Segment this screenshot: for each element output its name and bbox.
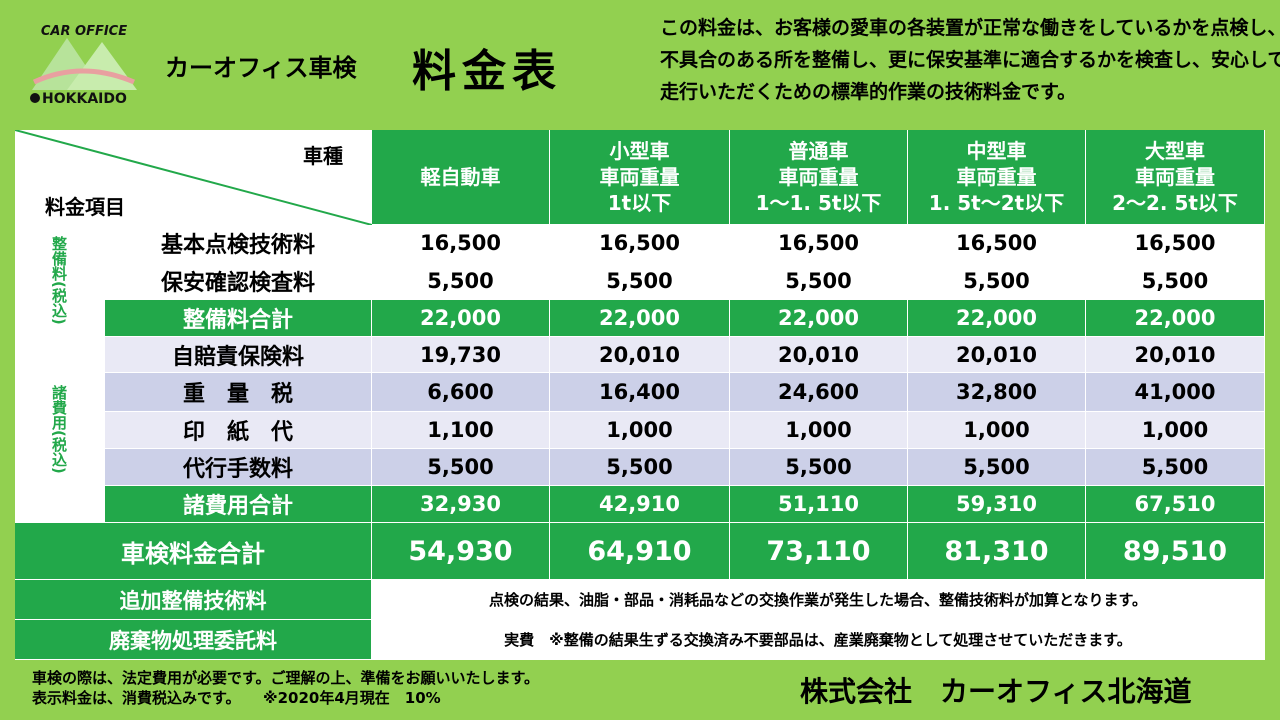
price: 1,000: [908, 412, 1086, 449]
price: 16,500: [550, 225, 730, 262]
total-price: 22,000: [730, 300, 908, 337]
column-header-line: 1～1. 5t以下: [755, 191, 882, 215]
total-price: 22,000: [1086, 300, 1265, 337]
column-header: 軽自動車: [372, 130, 550, 225]
description: この料金は、お客様の愛車の各装置が正常な働きをしているかを点検し、 不具合のある…: [660, 12, 1280, 108]
price: 16,500: [908, 225, 1086, 262]
row-label: 自賠責保険料: [105, 337, 372, 373]
description-line: この料金は、お客様の愛車の各装置が正常な働きをしているかを点検し、: [660, 17, 1280, 39]
column-header-line: 1t以下: [607, 191, 672, 215]
total-price: 67,510: [1086, 486, 1265, 523]
note-label: 廃棄物処理委託料: [15, 620, 372, 660]
footer-note: 車検の際は、法定費用が必要です。ご理解の上、準備をお願いいたします。: [32, 669, 540, 687]
column-header: 小型車 車両重量 1t以下: [550, 130, 730, 225]
row-label: 基本点検技術料: [105, 225, 372, 262]
grand-total-price: 54,930: [372, 523, 550, 580]
footer-notes: 車検の際は、法定費用が必要です。ご理解の上、準備をお願いいたします。 表示料金は…: [32, 668, 539, 708]
column-header-line: 車両重量: [956, 165, 1037, 189]
price: 1,000: [730, 412, 908, 449]
price: 20,010: [550, 337, 730, 373]
note-text: 実費 ※整備の結果生ずる交換済み不要部品は、産業廃棄物として処理させていただきま…: [372, 620, 1265, 660]
column-header-line: 大型車: [1145, 139, 1205, 163]
grand-total-price: 89,510: [1086, 523, 1265, 580]
price: 16,500: [730, 225, 908, 262]
logo-bottom: HOKKAIDO: [42, 91, 127, 107]
total-price: 32,930: [372, 486, 550, 523]
row-label: 重 量 税: [105, 373, 372, 412]
price: 16,500: [372, 225, 550, 262]
column-header: 中型車 車両重量 1. 5t～2t以下: [908, 130, 1086, 225]
title: 料金表: [412, 46, 562, 97]
row-label: 代行手数料: [105, 449, 372, 486]
corner-bottom: 料金項目: [45, 195, 125, 219]
price: 5,500: [908, 449, 1086, 486]
description-line: 不具合のある所を整備し、更に保安基準に適合するかを検査し、安心して: [660, 49, 1280, 71]
total-price: 22,000: [550, 300, 730, 337]
total-price: 51,110: [730, 486, 908, 523]
price: 5,500: [372, 449, 550, 486]
total-price: 22,000: [372, 300, 550, 337]
price: 24,600: [730, 373, 908, 412]
price: 19,730: [372, 337, 550, 373]
price: 5,500: [730, 262, 908, 300]
column-header-line: 小型車: [609, 139, 670, 163]
grand-total-price: 73,110: [730, 523, 908, 580]
note-text: 点検の結果、油脂・部品・消耗品などの交換作業が発生した場合、整備技術料が加算とな…: [372, 580, 1265, 620]
price: 5,500: [1086, 262, 1265, 300]
price: 5,500: [730, 449, 908, 486]
price: 5,500: [908, 262, 1086, 300]
price: 5,500: [550, 449, 730, 486]
corner-cell: 車種料金項目: [15, 130, 372, 225]
price: 1,000: [550, 412, 730, 449]
price: 20,010: [730, 337, 908, 373]
row-label: 印 紙 代: [105, 412, 372, 449]
note-label: 追加整備技術料: [15, 580, 372, 620]
price: 20,010: [908, 337, 1086, 373]
price: 6,600: [372, 373, 550, 412]
column-header-line: 2～2. 5t以下: [1112, 191, 1238, 215]
group-label: 整備料(税込): [15, 225, 105, 337]
price: 1,000: [1086, 412, 1265, 449]
price: 5,500: [372, 262, 550, 300]
footer-note: 表示料金は、消費税込みです。 ※2020年4月現在 10%: [32, 689, 441, 707]
row-label: 保安確認検査料: [105, 262, 372, 300]
price-table: 車種 料金項目 軽自動車 小型車 車両重量 1t以下 普通車 車両重量 1～1. 5t以下 中型車…: [15, 130, 1265, 660]
logo-dot: [30, 93, 40, 103]
logo-car: [32, 68, 135, 85]
column-header-line: 車両重量: [1135, 165, 1215, 189]
total-price: 42,910: [550, 486, 730, 523]
price: 20,010: [1086, 337, 1265, 373]
total-price: 59,310: [908, 486, 1086, 523]
logo: CAR OFFICE HOKKAIDO: [30, 24, 137, 107]
price: 1,100: [372, 412, 550, 449]
column-header: 大型車 車両重量 2～2. 5t以下: [1086, 130, 1265, 225]
price: 41,000: [1086, 373, 1265, 412]
price: 5,500: [550, 262, 730, 300]
column-header-line: 軽自動車: [420, 165, 501, 189]
price: 32,800: [908, 373, 1086, 412]
price: 5,500: [1086, 449, 1265, 486]
column-header: 普通車 車両重量 1～1. 5t以下: [730, 130, 908, 225]
grand-total-price: 64,910: [550, 523, 730, 580]
grand-total-label: 車検料金合計: [15, 523, 372, 580]
price: 16,400: [550, 373, 730, 412]
column-header-line: 中型車: [966, 139, 1027, 163]
group-label: 諸費用(税込): [15, 337, 105, 523]
column-header-line: 車両重量: [778, 165, 859, 189]
diagonal: [15, 130, 372, 225]
subtitle: カーオフィス車検: [165, 54, 357, 82]
total-label: 諸費用合計: [105, 486, 372, 523]
logo-top: CAR OFFICE: [41, 24, 127, 39]
company: 株式会社 カーオフィス北海道: [800, 675, 1192, 708]
total-label: 整備料合計: [105, 300, 372, 337]
total-price: 22,000: [908, 300, 1086, 337]
column-header-line: 普通車: [788, 139, 849, 163]
corner-top: 車種: [303, 144, 343, 168]
grand-total-price: 81,310: [908, 523, 1086, 580]
column-header-line: 1. 5t～2t以下: [928, 191, 1065, 215]
description-line: 走行いただくための標準的作業の技術料金です。: [660, 81, 1077, 103]
price: 16,500: [1086, 225, 1265, 262]
column-header-line: 車両重量: [599, 165, 680, 189]
